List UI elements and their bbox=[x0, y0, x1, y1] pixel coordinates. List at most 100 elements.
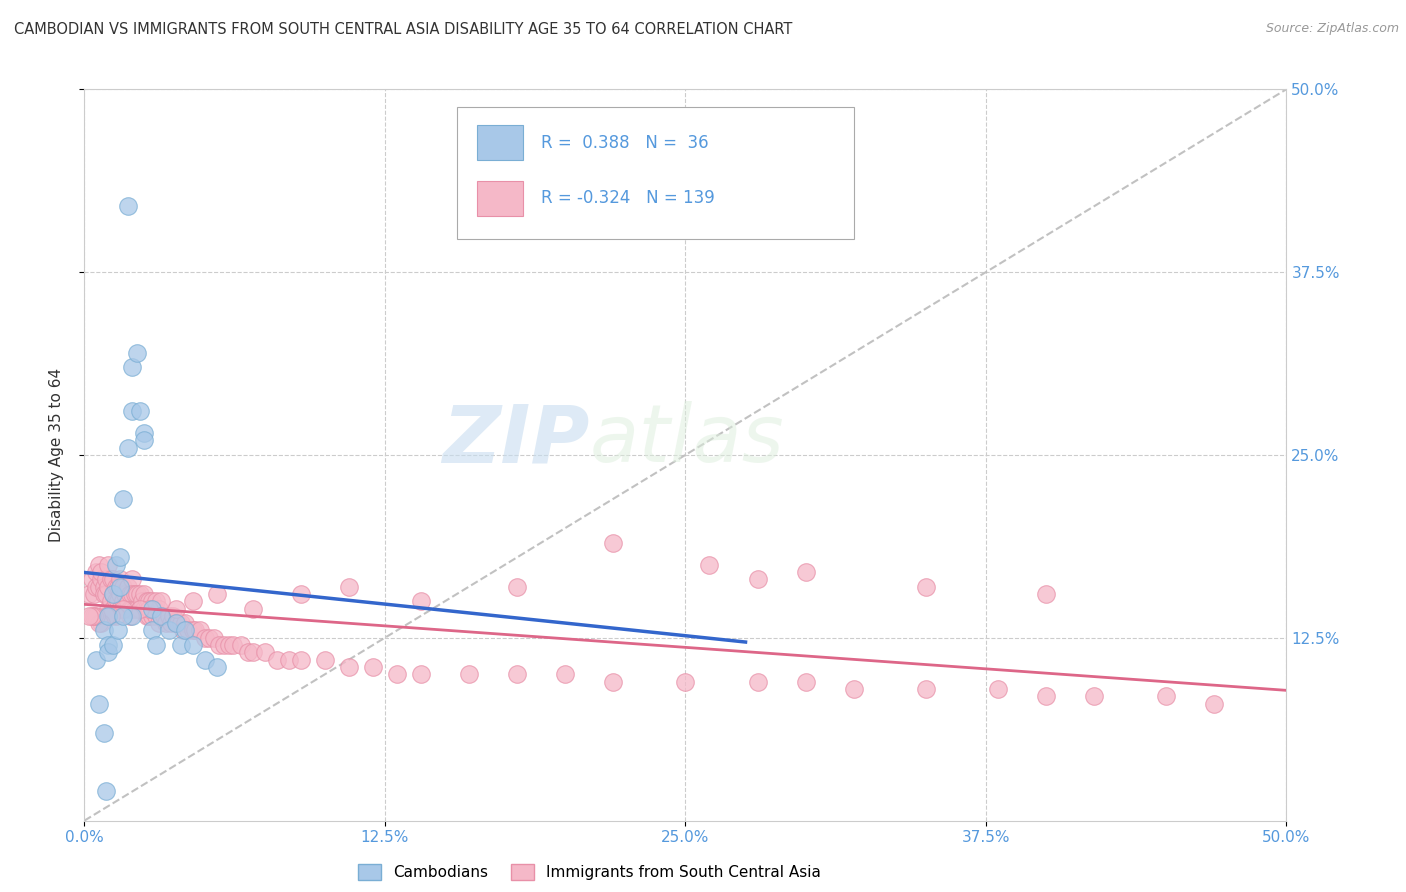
Point bbox=[1083, 690, 1105, 704]
Point bbox=[87, 697, 110, 711]
Point bbox=[93, 726, 115, 740]
Point bbox=[86, 608, 108, 623]
Point bbox=[794, 565, 817, 579]
Y-axis label: Disability Age 35 to 64: Disability Age 35 to 64 bbox=[49, 368, 63, 542]
Text: R = -0.324   N = 139: R = -0.324 N = 139 bbox=[541, 189, 714, 207]
Point bbox=[152, 608, 174, 623]
Point bbox=[145, 638, 167, 652]
Point bbox=[135, 594, 157, 608]
Point bbox=[236, 645, 259, 659]
Point bbox=[218, 638, 240, 652]
Point bbox=[747, 674, 769, 689]
Point bbox=[114, 587, 136, 601]
Point bbox=[97, 601, 120, 615]
Point bbox=[103, 587, 125, 601]
Point bbox=[117, 594, 139, 608]
Point bbox=[94, 587, 117, 601]
Point bbox=[202, 631, 225, 645]
Point bbox=[80, 608, 103, 623]
Point bbox=[127, 345, 149, 359]
FancyBboxPatch shape bbox=[478, 125, 523, 161]
Point bbox=[97, 558, 120, 572]
Point bbox=[222, 638, 245, 652]
Point bbox=[134, 587, 156, 601]
Point bbox=[162, 608, 184, 623]
Point bbox=[83, 608, 105, 623]
Point bbox=[675, 674, 697, 689]
Point bbox=[110, 550, 132, 565]
Point bbox=[128, 404, 150, 418]
Point bbox=[87, 580, 110, 594]
Point bbox=[131, 594, 153, 608]
Point bbox=[314, 653, 336, 667]
Point bbox=[602, 674, 624, 689]
Point bbox=[842, 681, 865, 696]
Point bbox=[94, 784, 117, 798]
Point bbox=[111, 594, 134, 608]
Point bbox=[134, 434, 156, 448]
Point bbox=[184, 624, 207, 638]
Point bbox=[111, 608, 134, 623]
Point bbox=[86, 653, 108, 667]
Point bbox=[134, 425, 156, 440]
Point bbox=[87, 558, 110, 572]
Point bbox=[90, 572, 112, 586]
Point bbox=[118, 608, 141, 623]
Point bbox=[143, 601, 166, 615]
Point bbox=[97, 645, 120, 659]
Point bbox=[174, 616, 197, 631]
Point bbox=[169, 616, 191, 631]
Point bbox=[198, 631, 221, 645]
Point bbox=[165, 601, 187, 615]
Point bbox=[124, 601, 146, 615]
Legend: Cambodians, Immigrants from South Central Asia: Cambodians, Immigrants from South Centra… bbox=[352, 858, 827, 886]
Point bbox=[141, 601, 163, 615]
Point bbox=[266, 653, 288, 667]
Point bbox=[458, 667, 481, 681]
Point bbox=[138, 608, 160, 623]
Point bbox=[506, 580, 529, 594]
Point bbox=[361, 660, 384, 674]
Point bbox=[117, 441, 139, 455]
Point bbox=[127, 587, 149, 601]
Point bbox=[100, 572, 122, 586]
Point bbox=[554, 667, 576, 681]
Point bbox=[290, 653, 312, 667]
Point bbox=[107, 594, 129, 608]
Point bbox=[337, 660, 360, 674]
Point bbox=[110, 572, 132, 586]
Point bbox=[121, 608, 143, 623]
Point bbox=[242, 645, 264, 659]
Point bbox=[114, 601, 136, 615]
Point bbox=[110, 580, 132, 594]
Point bbox=[103, 587, 125, 601]
Point bbox=[128, 601, 150, 615]
Point bbox=[135, 608, 157, 623]
Point bbox=[208, 638, 231, 652]
Point bbox=[117, 580, 139, 594]
Point bbox=[205, 660, 228, 674]
Point bbox=[277, 653, 299, 667]
Point bbox=[94, 608, 117, 623]
Point bbox=[118, 601, 141, 615]
Point bbox=[103, 638, 125, 652]
Text: CAMBODIAN VS IMMIGRANTS FROM SOUTH CENTRAL ASIA DISABILITY AGE 35 TO 64 CORRELAT: CAMBODIAN VS IMMIGRANTS FROM SOUTH CENTR… bbox=[14, 22, 793, 37]
FancyBboxPatch shape bbox=[457, 108, 853, 239]
Point bbox=[987, 681, 1010, 696]
Point bbox=[107, 624, 129, 638]
Point bbox=[103, 572, 125, 586]
Point bbox=[1204, 697, 1226, 711]
Point bbox=[699, 558, 721, 572]
Point bbox=[77, 608, 100, 623]
Point bbox=[86, 565, 108, 579]
Point bbox=[110, 587, 132, 601]
Point bbox=[138, 594, 160, 608]
Point bbox=[141, 594, 163, 608]
Point bbox=[253, 645, 276, 659]
Point bbox=[77, 587, 100, 601]
Point bbox=[104, 608, 127, 623]
Point bbox=[385, 667, 408, 681]
FancyBboxPatch shape bbox=[478, 180, 523, 216]
Point bbox=[157, 608, 180, 623]
Point bbox=[915, 681, 938, 696]
